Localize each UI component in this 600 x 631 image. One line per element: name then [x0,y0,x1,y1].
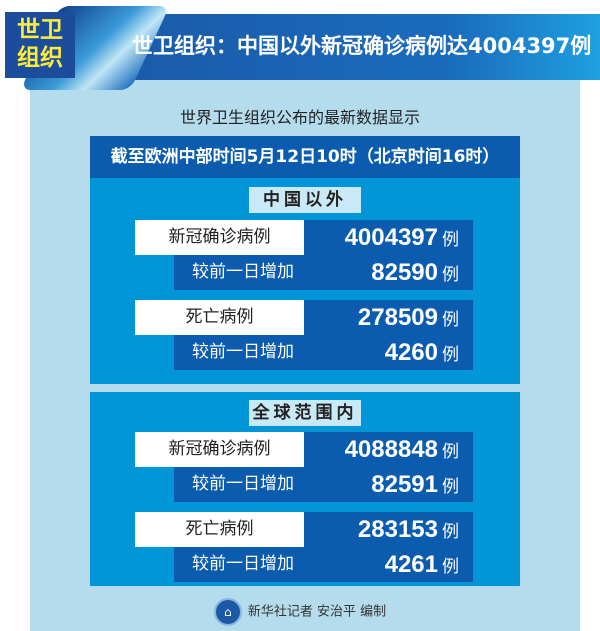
unit: 例 [442,522,459,542]
unit: 例 [442,477,459,497]
increase-row: 较前一日增加 82591 例 [174,467,473,502]
value-number: 4261 [384,551,438,578]
row-label: 新冠确诊病例 [135,432,304,467]
row-label: 新冠确诊病例 [135,220,304,255]
footer-credit: ⌂ 新华社记者 安治平 编制 [0,598,600,626]
xinhua-logo-icon: ⌂ [213,598,242,626]
row-value: 278509 例 [304,300,473,335]
unit: 例 [442,345,459,365]
row-label: 较前一日增加 [192,342,294,362]
row-value: 4088848 例 [304,432,473,467]
unit: 例 [442,230,459,250]
value-number: 4088848 [344,436,438,463]
increase-row: 较前一日增加 4261 例 [174,547,473,582]
row-label: 死亡病例 [135,512,304,547]
value-number: 82591 [371,471,438,498]
value-number: 278509 [357,304,438,331]
row-label: 较前一日增加 [192,554,294,574]
increase-row: 较前一日增加 4260 例 [174,335,473,370]
section-title: 全球范围内 [249,400,361,426]
title-bar [100,14,600,80]
unit: 例 [442,265,459,285]
row-label: 较前一日增加 [192,474,294,494]
credit-text: 新华社记者 安治平 编制 [247,604,387,620]
unit: 例 [442,310,459,330]
row-value: 283153 例 [304,512,473,547]
badge-line-2: 组织 [17,45,63,71]
topic-badge: 世卫 组织 [5,12,75,78]
row-label: 较前一日增加 [192,262,294,282]
subtitle: 世界卫生组织公布的最新数据显示 [179,108,420,127]
row-label: 死亡病例 [135,300,304,335]
section-title: 中国以外 [249,187,361,213]
date-line: 截至欧洲中部时间5月12日10时（北京时间16时） [90,136,520,178]
row-value: 4004397 例 [304,220,473,255]
value-number: 283153 [357,516,438,543]
increase-row: 较前一日增加 82590 例 [174,255,473,290]
unit: 例 [442,557,459,577]
section-outside-china: 中国以外 新冠确诊病例 4004397 例较前一日增加 82590 例死亡病例 278509… [90,178,520,384]
value-number: 82590 [371,259,438,286]
value-number: 4260 [384,339,438,366]
badge-line-1: 世卫 [17,17,63,43]
section-global: 全球范围内 新冠确诊病例 4088848 例较前一日增加 82591 例死亡病例 28315… [90,392,520,586]
unit: 例 [442,442,459,462]
value-number: 4004397 [344,224,438,251]
page-title: 世卫组织：中国以外新冠确诊病例达4004397例 [132,34,592,58]
